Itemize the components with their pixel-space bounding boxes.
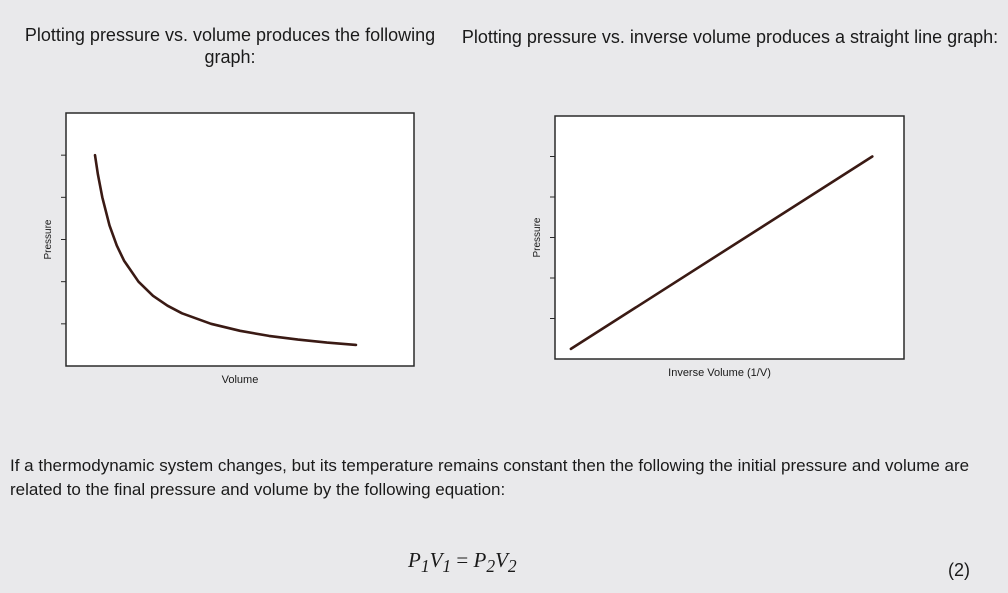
plot-area [65,112,415,367]
series-line [569,155,874,351]
plot-area [554,115,905,360]
eq-v1: V [429,548,443,572]
eq-v1-subscript: 1 [442,556,452,577]
equation-number: (2) [948,560,970,580]
y-axis-label: Pressure [43,219,54,259]
eq-p2-subscript: 2 [486,556,496,577]
eq-p2: P [473,548,487,572]
pressure-vs-inverse-volume-chart: Inverse Volume (1/V) Pressure [532,115,905,379]
eq-equals: = [451,548,474,572]
eq-p1: P [408,548,421,572]
x-axis-label: Volume [222,374,259,386]
pressure-vs-volume-chart: Volume Pressure [43,112,415,386]
left-chart-caption: Plotting pressure vs. volume produces th… [24,25,436,67]
right-chart-caption: Plotting pressure vs. inverse volume pro… [461,27,999,47]
y-axis-label: Pressure [532,217,543,257]
isothermal-explanation-text: If a thermodynamic system changes, but i… [10,456,970,499]
eq-v2: V [495,548,508,572]
charts-canvas: Volume Pressure Inverse Volume (1/V) Press… [43,112,905,386]
x-axis-label: Inverse Volume (1/V) [668,367,771,379]
boyle-law-equation: P1V1 = P2V2 [408,548,517,577]
series-line [93,153,358,347]
eq-p1-subscript: 1 [420,556,430,577]
eq-v2-subscript: 2 [507,556,517,577]
